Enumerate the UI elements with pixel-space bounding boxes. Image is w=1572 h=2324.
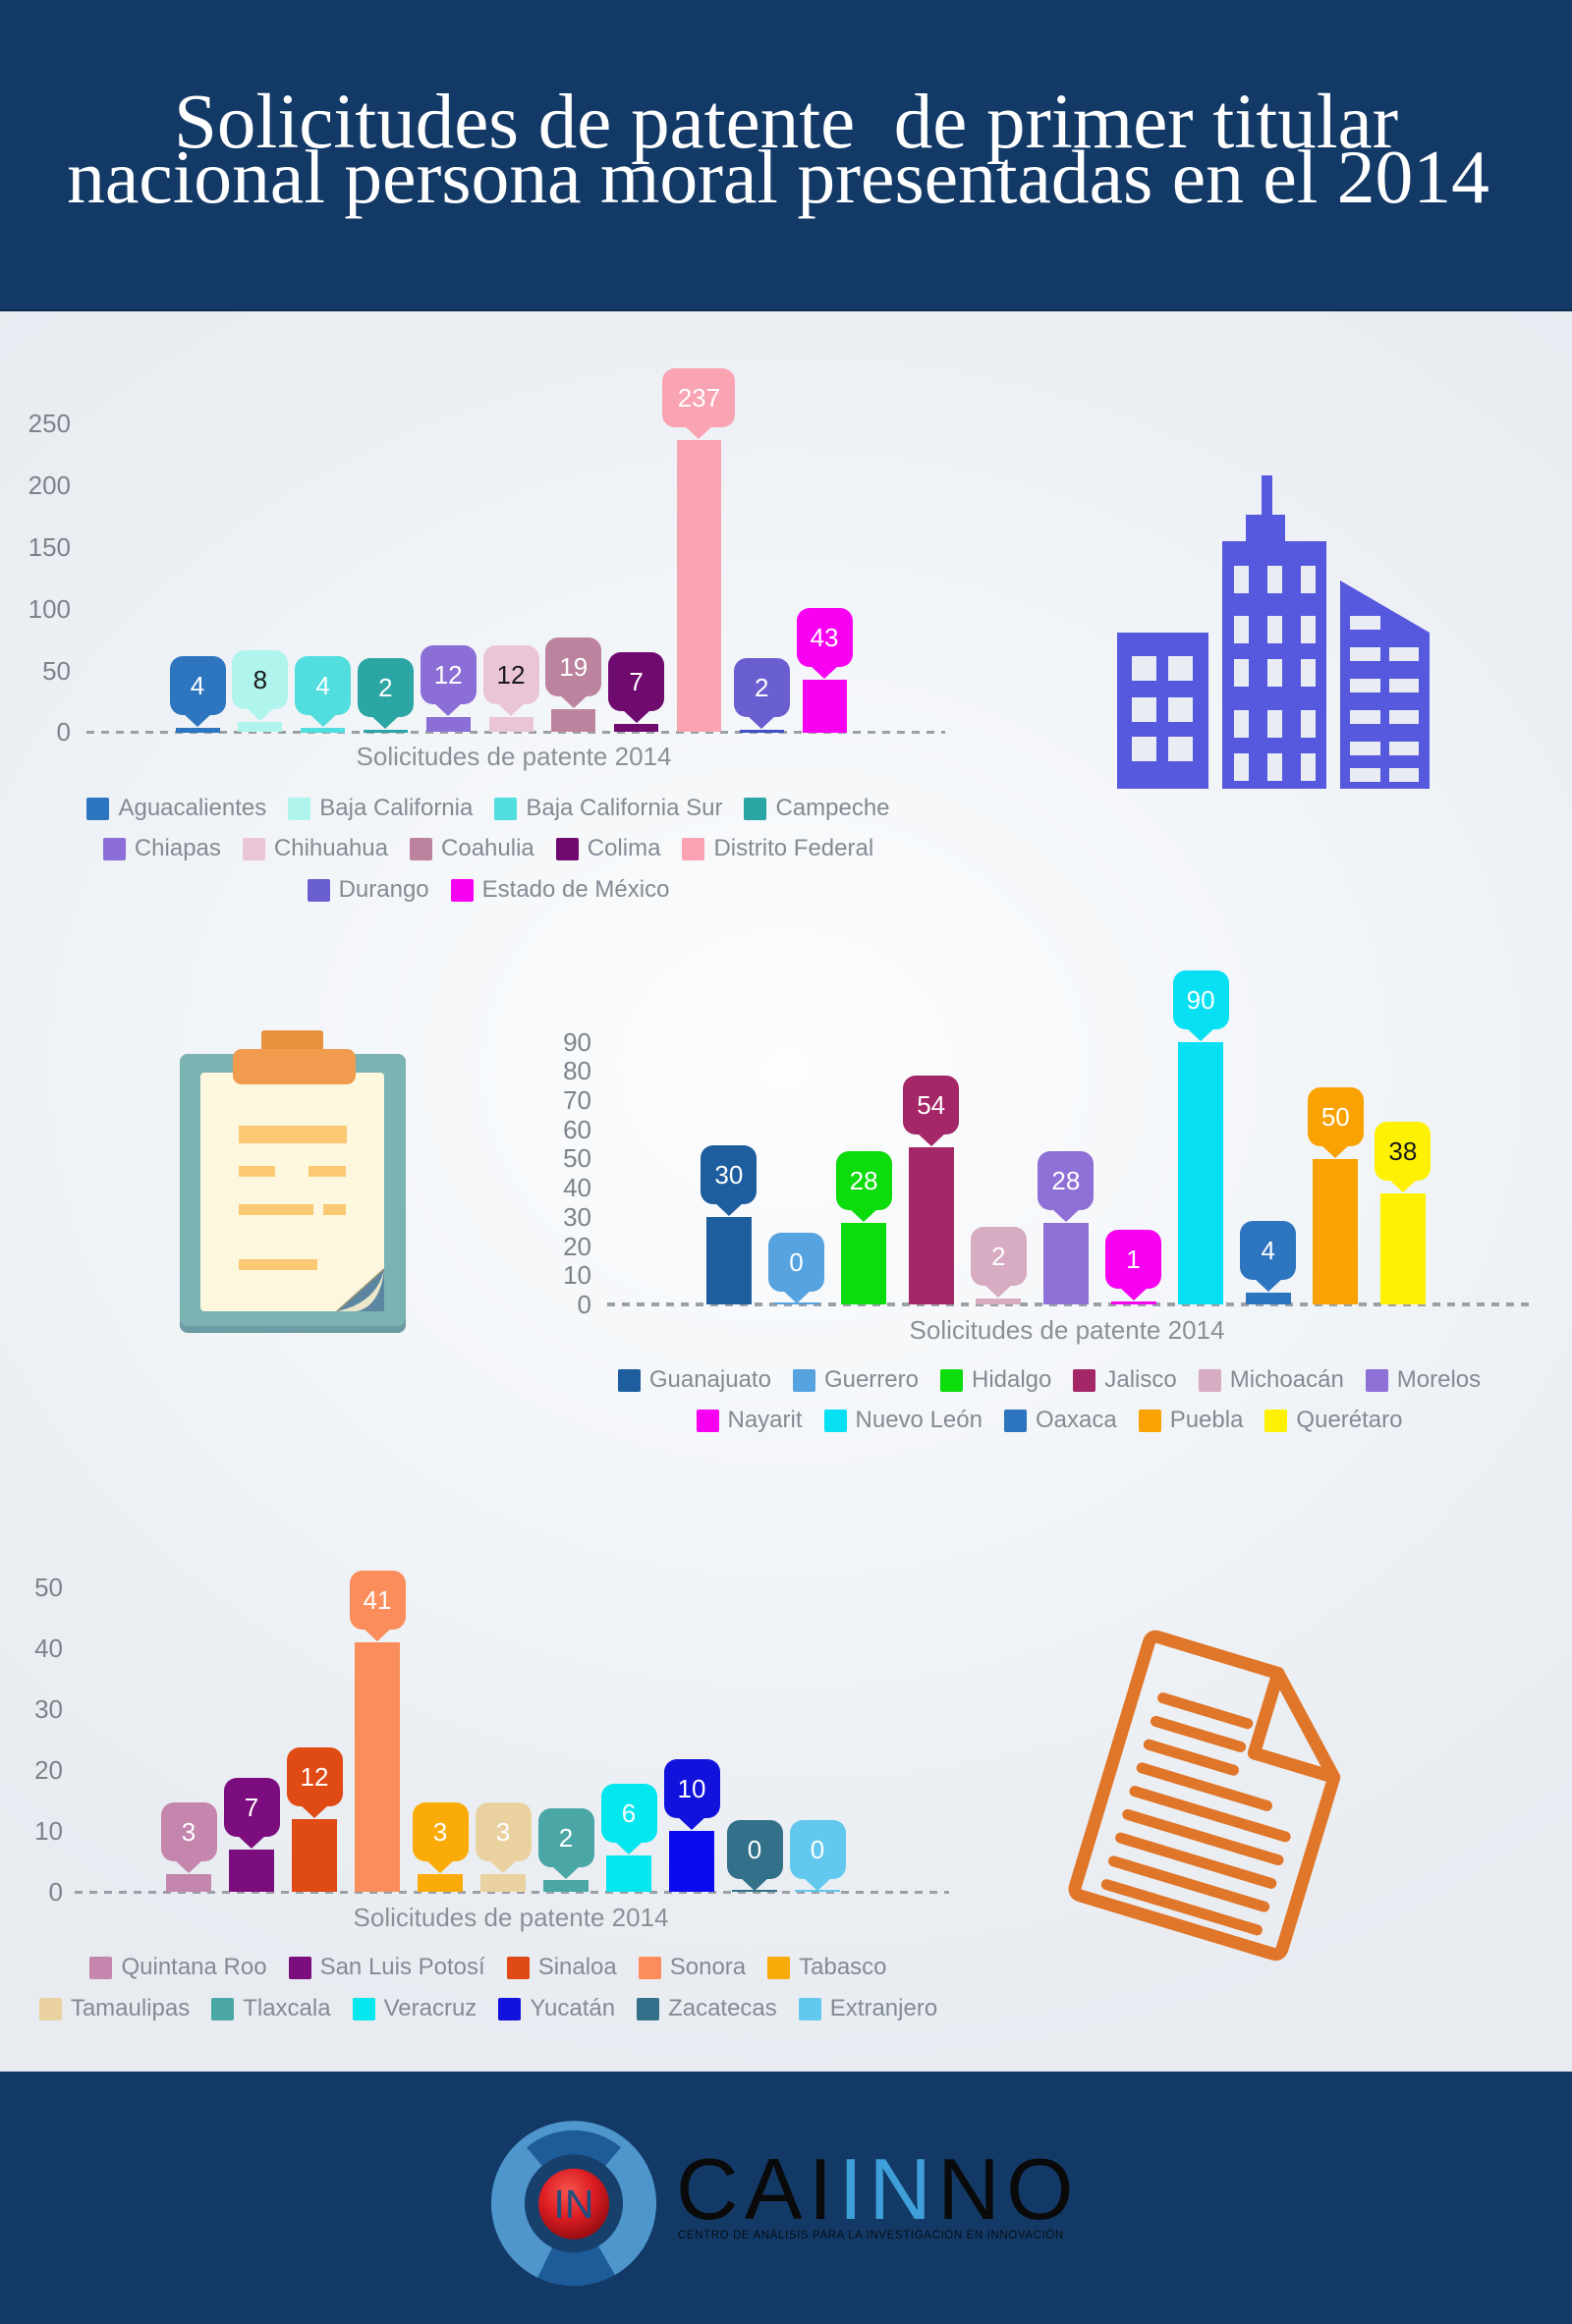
svg-text:IN: IN [554, 2182, 594, 2227]
